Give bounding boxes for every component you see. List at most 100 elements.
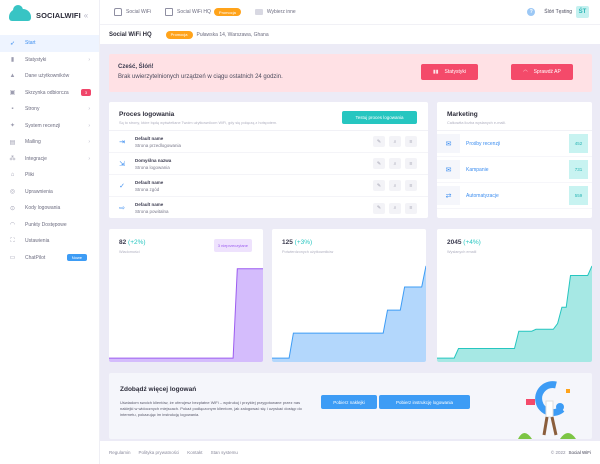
- sidebar-item-uprawnienia[interactable]: ◎ Uprawnienia: [0, 184, 99, 201]
- venue-title: Social WiFi HQ: [109, 31, 152, 38]
- shield-icon: ◎: [9, 189, 16, 196]
- sidebar-item-dane-uzytkownikow[interactable]: ▲ Dane użytkowników: [0, 68, 99, 85]
- button-label: Statystyki: [444, 69, 466, 75]
- stats-button[interactable]: ▮▮ Statystyki: [421, 64, 478, 80]
- stat-value: 125 (+3%): [282, 239, 312, 246]
- login-arrow-icon: ⇥: [119, 138, 125, 146]
- test-login-button[interactable]: Testuj proces logowania: [342, 111, 417, 124]
- venue-bar: Social WiFi HQ Promocja Puławska 14, War…: [100, 25, 600, 44]
- stat-value: 82 (+2%): [119, 239, 146, 246]
- search-icon[interactable]: ⌕: [389, 136, 401, 147]
- folder-icon: [254, 9, 263, 15]
- user-area: ? Ślóń Tęsting ŚT: [527, 6, 589, 18]
- sidebar-item-label: Statystyki: [25, 56, 47, 63]
- stat-pct: (+4%): [463, 239, 481, 246]
- inbox-icon: ▣: [9, 90, 16, 97]
- sidebar-nav: ➶ Start ▮ Statystyki › ▲ Dane użytkowników ▣…: [0, 35, 99, 266]
- envelope-open-icon: ✉: [437, 160, 460, 179]
- unread-badge: 3: [81, 89, 91, 97]
- footer-link-privacy[interactable]: Polityka prywatności: [138, 450, 180, 455]
- footer-link-status[interactable]: Stan systemu: [210, 450, 238, 455]
- sidebar-item-kody-logowania[interactable]: ⊙ Kody logowania: [0, 200, 99, 217]
- copyright-brand: Social WiFi: [568, 450, 591, 455]
- crumb-label: Wybierz inne: [266, 9, 296, 15]
- envelope-icon: ✉: [437, 134, 460, 153]
- list-item[interactable]: ⇥ Default name Strona przedlogowania ✎ ⌕ ≡: [109, 131, 428, 153]
- stat-number: 82: [119, 239, 127, 246]
- sidebar-item-start[interactable]: ➶ Start: [0, 35, 99, 52]
- menu-icon[interactable]: ≡: [405, 158, 417, 169]
- crumb-choose-other[interactable]: Wybierz inne: [254, 9, 296, 15]
- collapse-sidebar-icon[interactable]: «: [83, 10, 89, 20]
- search-icon[interactable]: ⌕: [389, 180, 401, 191]
- edit-icon[interactable]: ✎: [373, 202, 385, 214]
- marketing-row-automations[interactable]: ⇄ Automatyzacje 559: [437, 183, 592, 209]
- menu-icon[interactable]: ≡: [405, 202, 417, 214]
- row-label: Automatyzacje: [466, 192, 499, 199]
- download-instructions-button[interactable]: Pobierz instrukcję logowania: [379, 395, 470, 409]
- sidebar-item-punkty-dostepowe[interactable]: ◠ Punkty Dostępowe: [0, 217, 99, 234]
- sidebar-item-label: Dane użytkowników: [25, 73, 70, 80]
- avatar[interactable]: ŚT: [576, 6, 589, 18]
- list-item[interactable]: ✓ Default name Strona zgód ✎ ⌕ ≡: [109, 175, 428, 197]
- menu-icon[interactable]: ≡: [405, 136, 417, 147]
- settings-icon: ⛶: [10, 237, 15, 244]
- row-count: 731: [569, 160, 588, 179]
- sidebar-item-pliki[interactable]: ⌂ Pliki: [0, 167, 99, 184]
- promo-badge: Promocja: [213, 8, 241, 16]
- chevron-right-icon: ›: [88, 56, 90, 63]
- row-name: Default name: [135, 202, 164, 207]
- sidebar-item-chatpilot[interactable]: ▭ ChatPilot Nowe: [0, 250, 99, 267]
- search-icon[interactable]: ⌕: [389, 158, 401, 169]
- row-page: Strona powitalna: [135, 209, 169, 214]
- sidebar-item-mailing[interactable]: ▤ Mailing ›: [0, 134, 99, 151]
- sidebar-item-strony[interactable]: ▪ Strony ›: [0, 101, 99, 118]
- menu-icon[interactable]: ≡: [405, 180, 417, 191]
- download-stickers-button[interactable]: Pobierz naklejki: [321, 395, 377, 409]
- sidebar-item-label: Ustawienia: [25, 238, 50, 245]
- edit-icon[interactable]: ✎: [373, 158, 385, 169]
- plug-icon: ⁂: [9, 156, 16, 163]
- sidebar-item-system-recenzji[interactable]: ✦ System recenzji ›: [0, 118, 99, 135]
- search-icon[interactable]: ⌕: [389, 202, 401, 214]
- crumb-label: Social WiFi HQ: [177, 9, 211, 15]
- wifi-icon: ◠: [523, 69, 528, 75]
- new-badge: Nowe: [66, 254, 87, 262]
- row-count: 559: [569, 186, 588, 205]
- sidebar-item-integracje[interactable]: ⁂ Integracje ›: [0, 151, 99, 168]
- marketing-row-campaigns[interactable]: ✉ Kampanie 731: [437, 157, 592, 183]
- sidebar-item-label: Skrzynka odbiorcza: [25, 89, 69, 96]
- bar-chart-icon: ▮▮: [433, 69, 439, 75]
- list-item[interactable]: ⇨ Default name Strona powitalna ✎ ⌕ ≡: [109, 197, 428, 219]
- check-ap-button[interactable]: ◠ Sprawdź AP: [511, 64, 573, 80]
- edit-icon[interactable]: ✎: [373, 136, 385, 147]
- footer-link-contact[interactable]: Kontakt: [187, 450, 203, 455]
- stat-label: Wiadomości: [119, 250, 140, 254]
- chevron-right-icon: ›: [88, 122, 90, 129]
- logo[interactable]: SOCIALWIFI «: [0, 0, 99, 30]
- stat-label: Wysłanych emaili: [447, 250, 477, 254]
- sidebar-item-skrzynka[interactable]: ▣ Skrzynka odbiorcza 3: [0, 85, 99, 102]
- row-page: Strona przedlogowania: [135, 142, 182, 148]
- footer-link-terms[interactable]: Regulamin: [109, 450, 131, 455]
- crumb-social-wifi-hq[interactable]: Social WiFi HQ Promocja: [165, 8, 241, 16]
- stat-value: 2045 (+4%): [447, 239, 481, 246]
- sidebar: SOCIALWIFI « ➶ Start ▮ Statystyki › ▲ Dane u…: [0, 0, 100, 464]
- chevron-right-icon: ›: [88, 106, 90, 113]
- edit-icon[interactable]: ✎: [373, 180, 385, 191]
- alert-message: Brak uwierzytelnionych urządzeń w ciągu …: [118, 74, 283, 80]
- marketing-row-reviews[interactable]: ✉ Prośby recenzji 452: [437, 131, 592, 157]
- sidebar-item-ustawienia[interactable]: ⛶ Ustawienia: [0, 233, 99, 250]
- list-item[interactable]: ⇲ Domyślna nazwa Strona logowania ✎ ⌕ ≡: [109, 153, 428, 175]
- warning-icon: [165, 8, 174, 16]
- sidebar-item-label: Strony: [25, 106, 40, 113]
- unread-pill[interactable]: 3 nieprzeczytane: [213, 239, 252, 252]
- rocket-icon: ➶: [9, 40, 16, 47]
- help-icon[interactable]: ?: [527, 8, 536, 16]
- sidebar-item-statystyki[interactable]: ▮ Statystyki ›: [0, 52, 99, 69]
- automation-icon: ⇄: [437, 186, 460, 205]
- user-name[interactable]: Ślóń Tęsting: [544, 9, 572, 15]
- crumb-social-wifi[interactable]: Social WiFi: [114, 8, 151, 16]
- home-icon: [114, 8, 122, 16]
- promo-illustration: [518, 381, 576, 439]
